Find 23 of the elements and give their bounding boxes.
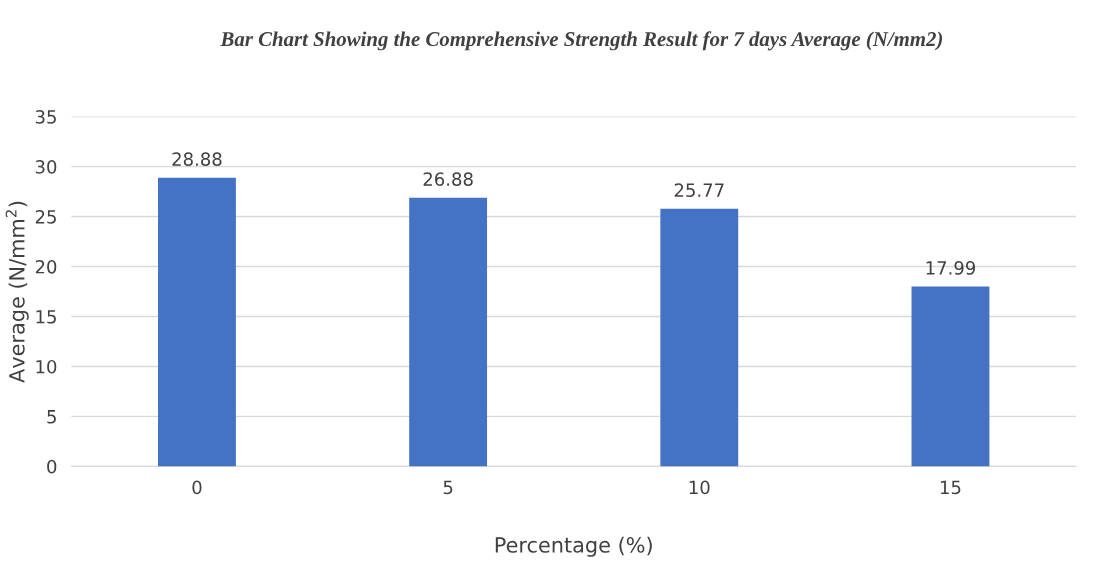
y-tick-label: 5 bbox=[47, 410, 56, 424]
x-tick-label: 10 bbox=[689, 480, 710, 495]
x-tick-label: 5 bbox=[443, 480, 453, 495]
data-label: 17.99 bbox=[926, 261, 976, 275]
y-tick-label: 20 bbox=[35, 259, 57, 274]
y-tick-label: 25 bbox=[35, 210, 56, 224]
bar bbox=[911, 286, 990, 467]
y-tick-label: 35 bbox=[35, 110, 56, 124]
y-tick-label: 15 bbox=[36, 310, 56, 324]
y-tick-label: 0 bbox=[47, 459, 57, 474]
x-axis-title: Percentage (%) bbox=[495, 536, 652, 557]
data-label: 28.88 bbox=[172, 152, 222, 166]
bar bbox=[409, 197, 488, 467]
y-tick-label: 10 bbox=[36, 359, 57, 374]
bar bbox=[158, 177, 236, 467]
y-axis-title: Average (N/mm$^{2}$) bbox=[5, 201, 29, 383]
y-tick-label: 30 bbox=[35, 160, 57, 174]
chart-title: Bar Chart Showing the Comprehensive Strength Result for 7 days Average (N/mm2) bbox=[220, 31, 943, 51]
data-label: 26.88 bbox=[423, 172, 473, 186]
x-tick-label: 0 bbox=[192, 480, 202, 495]
x-tick-label: 15 bbox=[940, 480, 961, 495]
data-label: 25.77 bbox=[674, 183, 724, 198]
bar bbox=[660, 208, 739, 467]
